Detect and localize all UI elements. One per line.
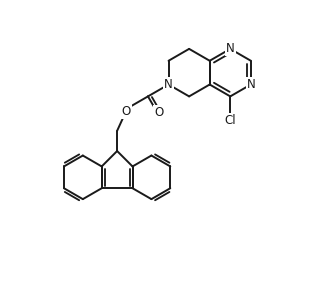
Text: O: O (121, 105, 131, 117)
Text: N: N (246, 78, 255, 91)
Text: O: O (154, 106, 163, 119)
Text: N: N (226, 42, 235, 55)
Text: Cl: Cl (225, 114, 236, 127)
Text: N: N (164, 78, 173, 91)
